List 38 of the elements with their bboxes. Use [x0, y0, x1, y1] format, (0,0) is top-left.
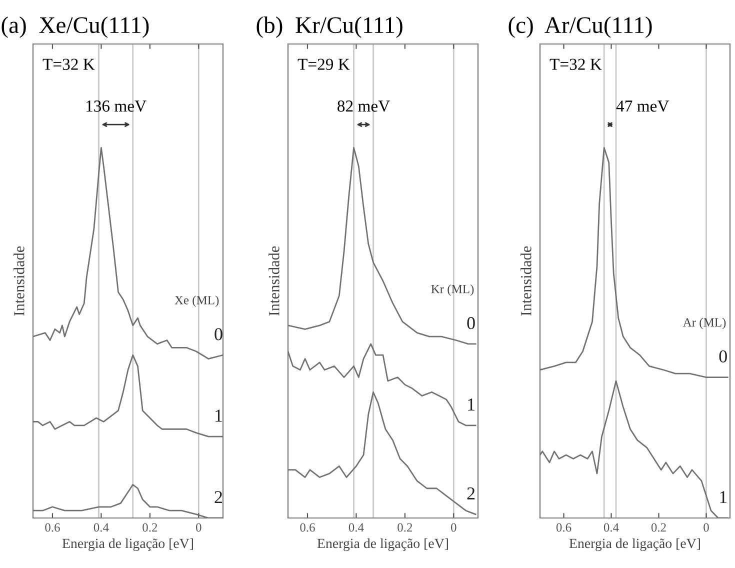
chart-title: (b) Kr/Cu(111) [256, 16, 402, 38]
x-tick-label: 0 [196, 523, 202, 532]
legend-title: Xe (ML) [174, 296, 219, 307]
x-tick-label: 0 [450, 523, 456, 532]
text: T=29 K [298, 58, 350, 70]
legend-title: Kr (ML) [431, 284, 474, 296]
x-tick-label: 0.2 [651, 523, 666, 532]
text: 136 meV [86, 100, 146, 112]
y-axis-title: Intensidade [520, 246, 532, 316]
series-label: 2 [214, 491, 222, 504]
text: 82 meV [338, 100, 390, 112]
series-label: 2 [467, 487, 475, 500]
x-tick-label: 0.2 [142, 523, 158, 532]
x-tick-label: 0.4 [604, 523, 619, 532]
y-axis-title: Intensidade [14, 246, 24, 316]
chart-title: (c) Ar/Cu(111) [508, 16, 652, 38]
series-label: 0 [214, 328, 222, 340]
x-tick-label: 0.2 [398, 523, 412, 532]
x-axis-title: Energia de ligação [eV] [317, 538, 448, 551]
series-label: 0 [719, 350, 727, 363]
x-tick-label: 0.6 [45, 523, 60, 532]
text: T=32 K [42, 58, 95, 70]
y-axis-title: Intensidade [268, 246, 280, 316]
text: T=32 K [550, 58, 602, 70]
legend-title: Ar (ML) [682, 318, 726, 330]
chart-title: (a) Xe/Cu(111) [2, 16, 149, 38]
x-tick-label: 0 [704, 523, 709, 532]
x-tick-label: 0.6 [556, 523, 572, 532]
x-tick-label: 0.6 [300, 523, 315, 532]
x-axis-title: Energia de ligação [eV] [569, 538, 700, 551]
series-label: 1 [720, 491, 727, 504]
x-tick-label: 0.4 [94, 523, 109, 532]
text: 47 meV [616, 100, 670, 112]
series-label: 1 [468, 398, 474, 410]
series-label: 0 [467, 316, 475, 330]
x-axis-title: Energia de ligação [eV] [62, 538, 193, 551]
x-tick-label: 0.4 [348, 523, 364, 532]
series-label: 1 [216, 410, 222, 422]
